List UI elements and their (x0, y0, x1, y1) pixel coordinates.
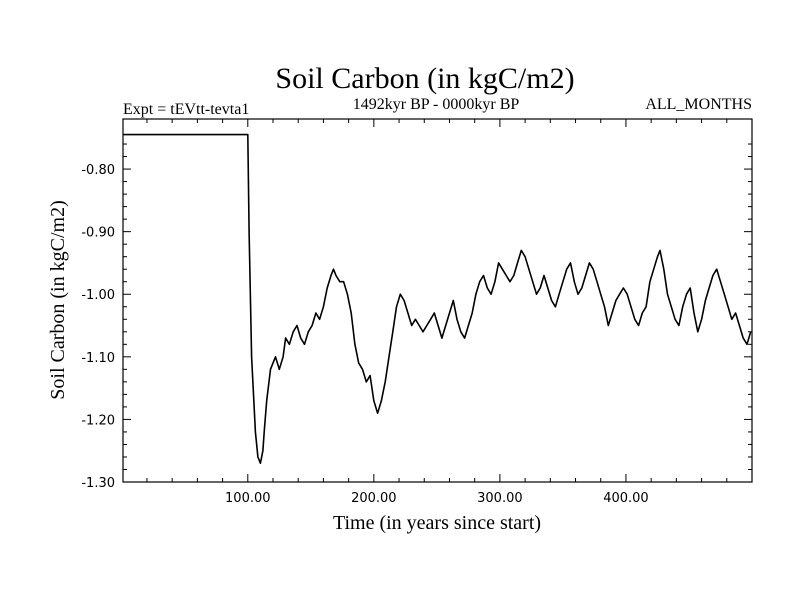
x-tick-label: 100.00 (225, 491, 271, 506)
y-tick-label: -1.00 (81, 288, 115, 303)
y-axis-label: Soil Carbon (in kgC/m2) (47, 200, 69, 399)
subtitle-months: ALL_MONTHS (645, 96, 752, 113)
y-tick-label: -1.10 (81, 351, 115, 366)
chart-title: Soil Carbon (in kgC/m2) (275, 62, 574, 95)
y-tick-label: -1.20 (81, 413, 115, 428)
x-tick-label: 400.00 (603, 491, 649, 506)
x-axis-label: Time (in years since start) (333, 512, 541, 534)
subtitle-experiment: Expt = tEVtt-tevta1 (123, 101, 249, 118)
y-tick-label: -0.90 (81, 226, 115, 241)
series-line-soil-carbon (123, 133, 752, 465)
x-tick-label: 200.00 (351, 491, 397, 506)
y-tick-label: -1.30 (81, 476, 115, 491)
plot-frame (122, 118, 753, 483)
x-tick-label: 300.00 (477, 491, 523, 506)
subtitle-period: 1492kyr BP - 0000kyr BP (353, 96, 520, 113)
y-tick-label: -0.80 (81, 163, 115, 178)
